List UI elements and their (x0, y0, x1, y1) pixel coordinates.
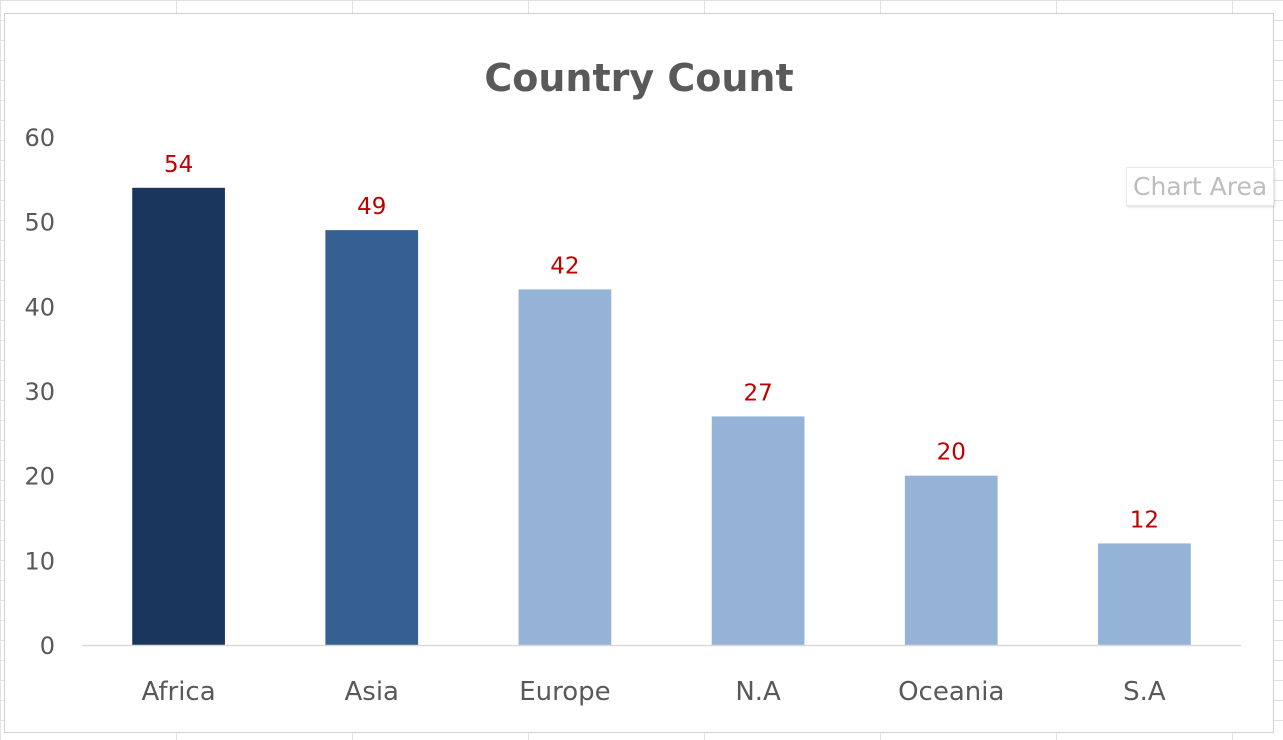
data-label[interactable]: 27 (743, 380, 772, 406)
data-label[interactable]: 12 (1130, 507, 1159, 533)
x-tick-label[interactable]: Oceania (898, 677, 1004, 707)
y-tick-label: 0 (40, 632, 55, 660)
y-tick-label: 40 (24, 293, 55, 321)
data-label[interactable]: 54 (164, 152, 193, 178)
chart-area[interactable]: Country Count 0 10 20 30 40 50 60 54 Africa 49 Asi… (4, 13, 1275, 733)
y-tick-label: 60 (24, 124, 55, 152)
data-label[interactable]: 42 (550, 253, 579, 279)
chart-title[interactable]: Country Count (484, 56, 794, 100)
y-tick-label: 50 (24, 209, 55, 237)
x-tick-label[interactable]: N.A (735, 677, 781, 707)
data-label[interactable]: 49 (357, 194, 386, 220)
y-tick-label: 20 (24, 463, 55, 491)
bar[interactable] (132, 187, 225, 646)
x-tick-label[interactable]: Asia (345, 677, 400, 707)
x-tick-label[interactable]: Europe (519, 677, 610, 707)
data-label[interactable]: 20 (937, 440, 966, 466)
bar[interactable] (325, 230, 419, 645)
x-tick-label[interactable]: S.A (1123, 677, 1166, 707)
bar-chart[interactable]: 0 10 20 30 40 50 60 54 Africa 49 Asia 42 Europe 27 N.A… (5, 14, 1273, 732)
y-tick-label: 30 (24, 378, 55, 406)
bar[interactable] (1098, 543, 1191, 645)
y-tick-label: 10 (24, 547, 55, 575)
bar[interactable] (518, 289, 612, 645)
bar[interactable] (904, 475, 998, 645)
chart-area-tooltip: Chart Area (1126, 167, 1275, 206)
bar[interactable] (711, 416, 805, 645)
x-tick-label[interactable]: Africa (142, 677, 216, 707)
